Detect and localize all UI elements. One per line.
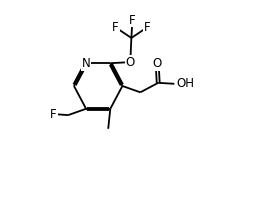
Text: F: F [129,14,136,26]
Text: N: N [82,57,91,70]
Text: F: F [112,21,119,34]
Text: F: F [50,107,57,121]
Text: O: O [126,56,135,69]
Text: F: F [144,21,150,34]
Text: O: O [152,57,162,70]
Text: OH: OH [176,77,194,90]
